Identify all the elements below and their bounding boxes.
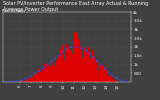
Bar	[47, 64, 48, 82]
Text: Solar PV/Inverter Performance East Array Actual & Running Average Power Output: Solar PV/Inverter Performance East Array…	[3, 1, 148, 12]
Bar	[52, 63, 53, 82]
Bar	[38, 69, 39, 82]
Bar	[103, 68, 104, 82]
Bar	[29, 78, 30, 82]
Bar	[51, 60, 52, 82]
Bar	[30, 78, 31, 82]
Bar	[81, 52, 82, 82]
Bar	[88, 53, 89, 82]
Bar	[111, 75, 112, 82]
Text: Past 30 Days: Past 30 Days	[2, 9, 25, 13]
Bar	[57, 62, 58, 82]
Bar	[67, 58, 68, 82]
Bar	[21, 81, 22, 82]
Bar	[100, 65, 101, 82]
Bar	[37, 74, 38, 82]
Bar	[104, 70, 105, 82]
Bar	[110, 76, 111, 82]
Bar	[66, 44, 67, 82]
Bar	[83, 54, 84, 82]
Bar	[75, 41, 76, 82]
Bar	[61, 47, 62, 82]
Bar	[109, 73, 110, 82]
Bar	[93, 52, 94, 82]
Bar	[50, 67, 51, 82]
Bar	[99, 65, 100, 82]
Bar	[86, 52, 87, 82]
Bar	[68, 47, 69, 82]
Bar	[65, 40, 66, 82]
Bar	[74, 32, 75, 82]
Bar	[76, 33, 77, 82]
Bar	[87, 55, 88, 82]
Bar	[85, 51, 86, 82]
Bar	[115, 81, 116, 82]
Bar	[28, 78, 29, 82]
Bar	[91, 51, 92, 82]
Bar	[79, 34, 80, 82]
Bar	[25, 80, 26, 82]
Bar	[41, 70, 42, 82]
Bar	[49, 68, 50, 82]
Bar	[46, 64, 47, 82]
Bar	[42, 69, 43, 82]
Bar	[24, 80, 25, 82]
Bar	[96, 64, 97, 82]
Bar	[102, 65, 103, 82]
Bar	[95, 54, 96, 82]
Bar	[48, 64, 49, 82]
Bar	[40, 66, 41, 82]
Bar	[84, 48, 85, 82]
Bar	[34, 73, 35, 82]
Bar	[114, 80, 115, 82]
Bar	[58, 55, 59, 82]
Bar	[94, 56, 95, 82]
Bar	[27, 78, 28, 82]
Bar	[107, 75, 108, 82]
Bar	[80, 53, 81, 82]
Bar	[32, 78, 33, 82]
Bar	[78, 39, 79, 82]
Bar	[71, 47, 72, 82]
Bar	[54, 66, 55, 82]
Bar	[73, 32, 74, 82]
Bar	[97, 57, 98, 82]
Bar	[98, 70, 99, 82]
Bar	[106, 70, 107, 82]
Bar	[31, 77, 32, 82]
Bar	[56, 60, 57, 82]
Bar	[69, 41, 70, 82]
Bar	[43, 67, 44, 82]
Bar	[59, 48, 60, 82]
Bar	[45, 62, 46, 82]
Bar	[44, 63, 45, 82]
Bar	[90, 59, 91, 82]
Bar	[89, 56, 90, 82]
Bar	[105, 68, 106, 82]
Bar	[92, 50, 93, 82]
Bar	[53, 60, 54, 82]
Bar	[113, 79, 114, 82]
Bar	[63, 48, 64, 82]
Bar	[70, 50, 71, 82]
Bar	[108, 76, 109, 82]
Bar	[55, 63, 56, 82]
Bar	[35, 74, 36, 82]
Bar	[82, 58, 83, 82]
Bar	[112, 78, 113, 82]
Bar	[33, 74, 34, 82]
Bar	[64, 49, 65, 82]
Bar	[77, 44, 78, 82]
Bar	[23, 81, 24, 82]
Bar	[62, 45, 63, 82]
Bar	[60, 49, 61, 82]
Bar	[116, 81, 117, 82]
Bar	[36, 74, 37, 82]
Bar	[101, 62, 102, 82]
Bar	[26, 80, 27, 82]
Bar	[72, 54, 73, 82]
Bar	[39, 70, 40, 82]
Bar	[22, 81, 23, 82]
